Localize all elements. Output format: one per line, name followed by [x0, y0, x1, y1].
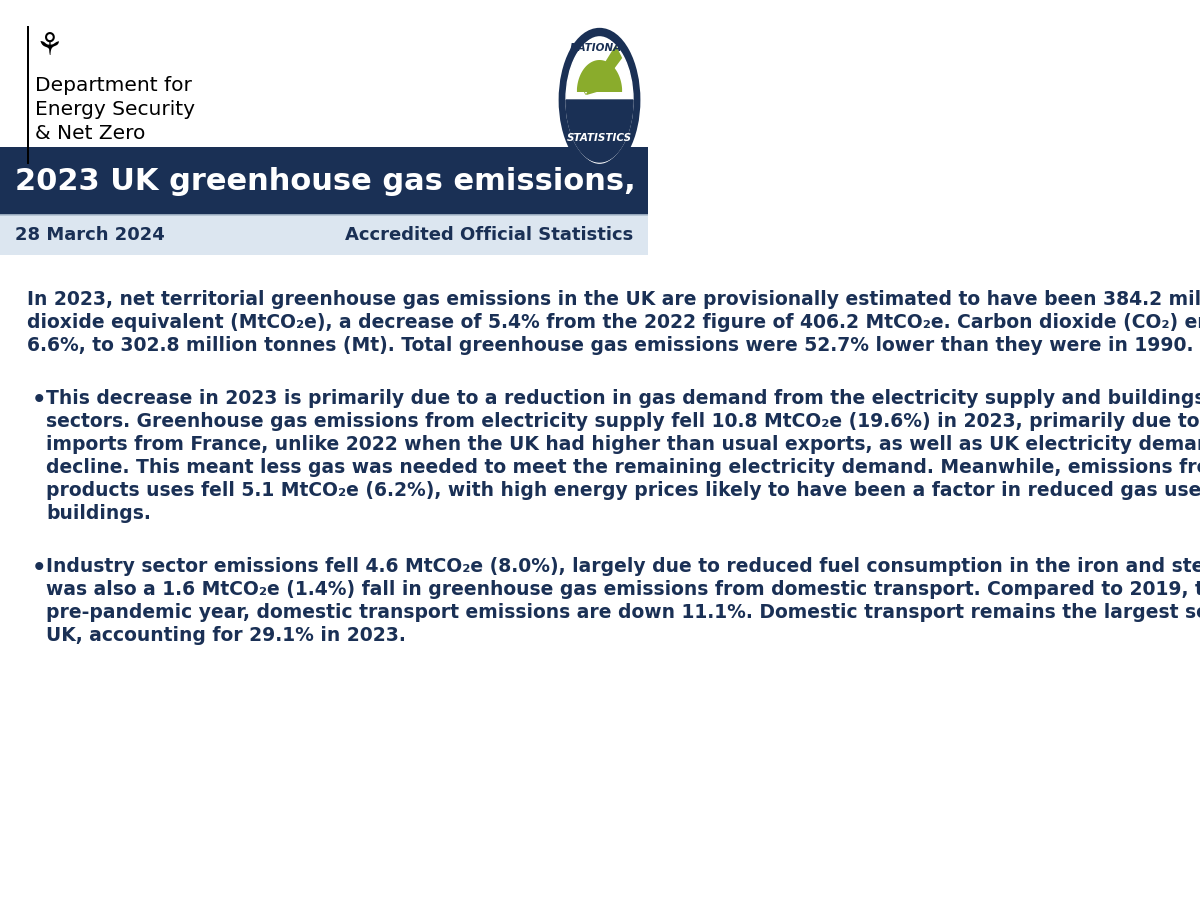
Polygon shape — [577, 60, 622, 92]
Polygon shape — [566, 100, 634, 162]
Text: Industry sector emissions fell 4.6 MtCO₂e (8.0%), largely due to reduced fuel co: Industry sector emissions fell 4.6 MtCO₂… — [46, 557, 1200, 576]
Text: This decrease in 2023 is primarily due to a reduction in gas demand from the ele: This decrease in 2023 is primarily due t… — [46, 389, 1200, 408]
Polygon shape — [578, 45, 622, 95]
Text: 2023 UK greenhouse gas emissions, provisional figures: 2023 UK greenhouse gas emissions, provis… — [16, 166, 968, 196]
Text: NATIONAL: NATIONAL — [570, 43, 629, 53]
Text: pre-pandemic year, domestic transport emissions are down 11.1%. Domestic transpo: pre-pandemic year, domestic transport em… — [46, 603, 1200, 622]
Text: 28 March 2024: 28 March 2024 — [16, 226, 164, 244]
Circle shape — [566, 38, 634, 162]
FancyBboxPatch shape — [0, 215, 648, 255]
Text: buildings.: buildings. — [46, 504, 151, 523]
FancyBboxPatch shape — [0, 147, 648, 215]
Text: •: • — [31, 557, 46, 580]
Text: & Net Zero: & Net Zero — [35, 124, 145, 143]
Text: •: • — [31, 389, 46, 412]
Text: Department for: Department for — [35, 76, 192, 95]
Bar — [28, 26, 29, 164]
Text: STATISTICS: STATISTICS — [566, 133, 632, 143]
Text: sectors. Greenhouse gas emissions from electricity supply fell 10.8 MtCO₂e (19.6: sectors. Greenhouse gas emissions from e… — [46, 412, 1200, 431]
Text: Energy Security: Energy Security — [35, 100, 196, 119]
Text: Accredited Official Statistics: Accredited Official Statistics — [344, 226, 634, 244]
Text: 6.6%, to 302.8 million tonnes (Mt). Total greenhouse gas emissions were 52.7% lo: 6.6%, to 302.8 million tonnes (Mt). Tota… — [28, 336, 1194, 355]
Text: was also a 1.6 MtCO₂e (1.4%) fall in greenhouse gas emissions from domestic tran: was also a 1.6 MtCO₂e (1.4%) fall in gre… — [46, 580, 1200, 599]
Text: UK, accounting for 29.1% in 2023.: UK, accounting for 29.1% in 2023. — [46, 626, 406, 645]
Text: products uses fell 5.1 MtCO₂e (6.2%), with high energy prices likely to have bee: products uses fell 5.1 MtCO₂e (6.2%), wi… — [46, 481, 1200, 500]
Text: In 2023, net territorial greenhouse gas emissions in the UK are provisionally es: In 2023, net territorial greenhouse gas … — [28, 290, 1200, 309]
Text: dioxide equivalent (MtCO₂e), a decrease of 5.4% from the 2022 figure of 406.2 Mt: dioxide equivalent (MtCO₂e), a decrease … — [28, 313, 1200, 332]
Circle shape — [563, 32, 636, 168]
Text: ⚘: ⚘ — [35, 32, 62, 61]
Text: decline. This meant less gas was needed to meet the remaining electricity demand: decline. This meant less gas was needed … — [46, 458, 1200, 477]
Text: imports from France, unlike 2022 when the UK had higher than usual exports, as w: imports from France, unlike 2022 when th… — [46, 435, 1200, 454]
